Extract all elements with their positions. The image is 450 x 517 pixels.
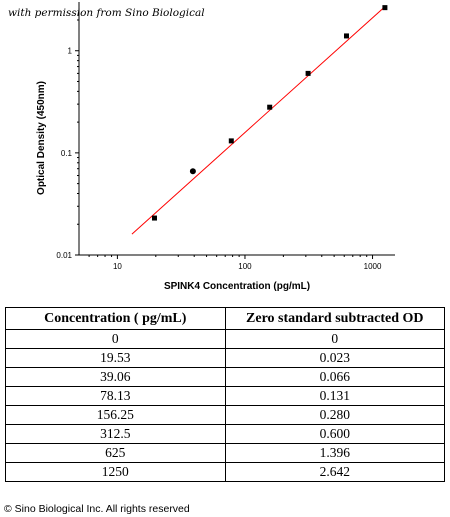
fit-line-group <box>131 6 386 235</box>
cell-od: 1.396 <box>224 443 445 463</box>
data-point <box>343 33 349 39</box>
copyright-text: © Sino Biological Inc. All rights reserv… <box>4 503 190 515</box>
standard-curve-table: Concentration ( pg/mL) Zero standard sub… <box>5 307 445 482</box>
x-tick-label: 1000 <box>364 262 382 271</box>
cell-od: 0.600 <box>224 424 445 444</box>
cell-od: 0 <box>224 329 445 349</box>
cell-concentration: 312.5 <box>5 424 226 444</box>
cell-concentration: 625 <box>5 443 226 463</box>
od-standard-curve-chart: 10 100 1000 0.01 0.1 1 SPINK4 Concentration (… <box>36 2 395 292</box>
y-tick-label: 0.01 <box>56 251 72 260</box>
table-row: 312.5 0.600 <box>5 424 445 444</box>
table-row: 625 1.396 <box>5 443 445 463</box>
data-point <box>267 104 273 110</box>
ticks: 10 100 1000 0.01 0.1 1 <box>56 19 382 271</box>
data-point <box>305 70 311 76</box>
data-point <box>189 168 196 175</box>
cell-od: 0.131 <box>224 386 445 406</box>
table-row: 39.06 0.066 <box>5 367 445 387</box>
table-row: 78.13 0.131 <box>5 386 445 406</box>
y-tick-label: 1 <box>68 47 73 56</box>
data-point <box>228 138 234 144</box>
table-row: 19.53 0.023 <box>5 348 445 368</box>
table-header-row: Concentration ( pg/mL) Zero standard sub… <box>5 307 445 330</box>
cell-concentration: 78.13 <box>5 386 226 406</box>
x-tick-label: 10 <box>113 262 122 271</box>
cell-concentration: 156.25 <box>5 405 226 425</box>
x-tick-label: 100 <box>238 262 252 271</box>
y-axis-label: Optical Density (450nm) <box>36 81 47 195</box>
header-concentration: Concentration ( pg/mL) <box>5 307 226 330</box>
fit-line <box>131 6 386 235</box>
axes <box>78 2 395 256</box>
y-tick-label: 0.1 <box>61 149 73 158</box>
cell-od: 0.023 <box>224 348 445 368</box>
cell-concentration: 0 <box>5 329 226 349</box>
data-point <box>382 5 388 11</box>
cell-concentration: 1250 <box>5 462 226 482</box>
data-points <box>151 5 388 221</box>
table-row: 1250 2.642 <box>5 462 445 482</box>
data-point <box>151 215 157 221</box>
cell-concentration: 39.06 <box>5 367 226 387</box>
cell-od: 0.066 <box>224 367 445 387</box>
x-axis-label: SPINK4 Concentration (pg/mL) <box>164 281 310 292</box>
cell-od: 2.642 <box>224 462 445 482</box>
cell-concentration: 19.53 <box>5 348 226 368</box>
header-od: Zero standard subtracted OD <box>224 307 445 330</box>
watermark-text: with permission from Sino Biological <box>8 7 205 19</box>
cell-od: 0.280 <box>224 405 445 425</box>
table-row: 156.25 0.280 <box>5 405 445 425</box>
